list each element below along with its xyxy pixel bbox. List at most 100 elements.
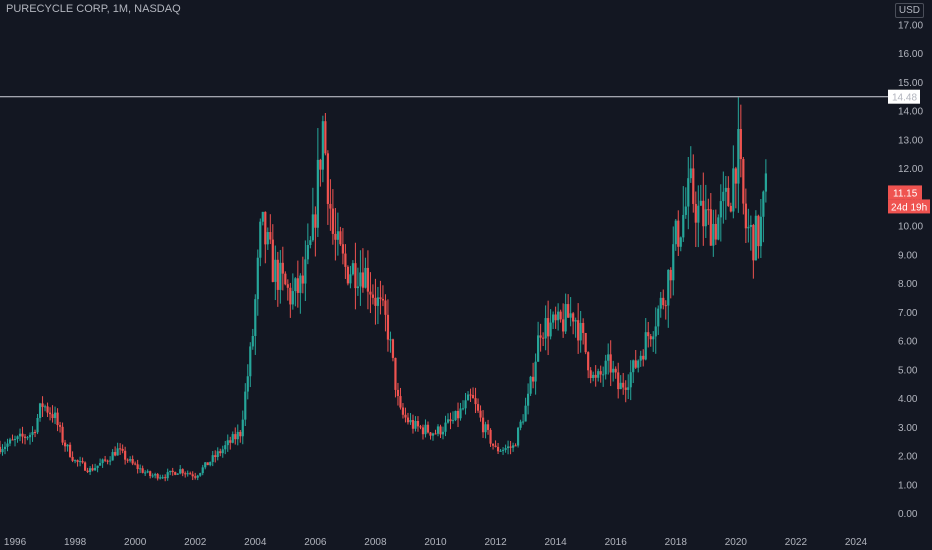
candle-body bbox=[169, 470, 172, 473]
candle-body bbox=[532, 376, 535, 382]
candle-body bbox=[11, 439, 14, 441]
candle-body bbox=[166, 472, 169, 479]
candle-body bbox=[659, 297, 662, 309]
candle-body bbox=[276, 259, 279, 290]
candle-body bbox=[747, 226, 750, 229]
candle-body bbox=[411, 419, 415, 429]
x-tick-label: 2008 bbox=[364, 537, 387, 548]
candle-body bbox=[717, 217, 720, 240]
candle-body bbox=[496, 446, 500, 452]
x-tick-label: 2012 bbox=[484, 537, 507, 548]
candle-body bbox=[206, 462, 209, 466]
candle-body bbox=[146, 471, 149, 473]
currency-label[interactable]: USD bbox=[894, 3, 924, 18]
candle-body bbox=[239, 431, 242, 437]
candle-body bbox=[399, 396, 402, 408]
candle-body bbox=[737, 128, 740, 184]
candle-body bbox=[53, 412, 57, 419]
candle-body bbox=[126, 459, 129, 461]
candle-body bbox=[754, 215, 757, 261]
candle-body bbox=[73, 460, 77, 462]
candle-body bbox=[764, 173, 767, 192]
candle-body bbox=[514, 445, 517, 447]
candle-body bbox=[1, 449, 4, 453]
candle-body bbox=[694, 203, 697, 223]
candle-body bbox=[364, 267, 367, 288]
candle-body bbox=[617, 372, 620, 390]
candle-body bbox=[629, 372, 632, 388]
candle-body bbox=[316, 159, 319, 228]
candle-body bbox=[637, 360, 640, 368]
candle-body bbox=[8, 439, 12, 444]
candle-body bbox=[459, 408, 462, 419]
candle-body bbox=[131, 459, 134, 464]
candle-body bbox=[709, 209, 712, 246]
candle-body bbox=[451, 420, 455, 422]
candle-body bbox=[469, 394, 472, 396]
candle-body bbox=[537, 335, 540, 362]
x-tick-label: 2010 bbox=[424, 537, 447, 548]
candle-body bbox=[269, 232, 272, 240]
candle-body bbox=[281, 262, 284, 274]
candle-body bbox=[511, 445, 515, 448]
y-tick-label: 3.00 bbox=[898, 423, 918, 434]
candle-body bbox=[426, 424, 430, 433]
x-tick-label: 2022 bbox=[785, 537, 808, 548]
x-tick-label: 2004 bbox=[244, 537, 267, 548]
candle-body bbox=[509, 446, 512, 448]
candle-body bbox=[677, 220, 680, 247]
candle-body bbox=[319, 159, 322, 170]
candle-body bbox=[734, 168, 737, 184]
candle-body bbox=[266, 232, 269, 245]
candle-body bbox=[702, 200, 705, 227]
candle-body bbox=[424, 424, 427, 435]
candle-body bbox=[732, 168, 735, 212]
x-tick-label: 2006 bbox=[304, 537, 327, 548]
candle-body bbox=[78, 461, 82, 463]
candle-body bbox=[594, 374, 597, 378]
candle-body bbox=[294, 278, 297, 292]
candle-body bbox=[476, 404, 480, 411]
candle-body bbox=[194, 476, 197, 478]
candle-body bbox=[144, 472, 147, 474]
y-tick-label: 9.00 bbox=[898, 250, 918, 261]
candle-body bbox=[384, 300, 387, 315]
candle-body bbox=[554, 314, 557, 321]
candle-body bbox=[614, 368, 617, 373]
candle-body bbox=[51, 414, 54, 419]
candle-body bbox=[96, 465, 99, 468]
candle-body bbox=[599, 371, 602, 375]
candle-body bbox=[246, 376, 249, 392]
candle-body bbox=[241, 419, 244, 437]
x-tick-label: 2016 bbox=[605, 537, 628, 548]
candle-body bbox=[344, 253, 347, 267]
candle-body bbox=[159, 477, 162, 479]
candle-body bbox=[567, 304, 570, 318]
candle-body bbox=[336, 231, 339, 240]
candle-body bbox=[156, 474, 159, 479]
candle-body bbox=[274, 259, 277, 282]
x-axis[interactable]: 1996 1998 2000 2002 2004 2006 2008 2010 2012 2014… bbox=[4, 537, 868, 548]
candle-body bbox=[679, 237, 682, 247]
candle-body bbox=[339, 231, 342, 245]
candle-body bbox=[524, 405, 527, 422]
candle-body bbox=[136, 464, 139, 470]
candle-body bbox=[429, 432, 432, 436]
candle-body bbox=[104, 459, 107, 461]
candle-body bbox=[164, 477, 167, 479]
candle-body bbox=[506, 446, 510, 449]
candle-body bbox=[354, 263, 357, 289]
candle-body bbox=[329, 203, 332, 209]
countdown-label: 24d 19h bbox=[891, 202, 927, 213]
candle-body bbox=[516, 427, 520, 446]
candle-body bbox=[199, 473, 202, 476]
candle-body bbox=[184, 473, 187, 475]
candle-body bbox=[224, 445, 227, 450]
candle-body bbox=[341, 244, 344, 254]
candle-body bbox=[56, 412, 59, 426]
candle-body bbox=[639, 355, 642, 361]
candle-body bbox=[484, 424, 487, 433]
candle-body bbox=[622, 382, 625, 388]
candle-body bbox=[474, 398, 477, 405]
